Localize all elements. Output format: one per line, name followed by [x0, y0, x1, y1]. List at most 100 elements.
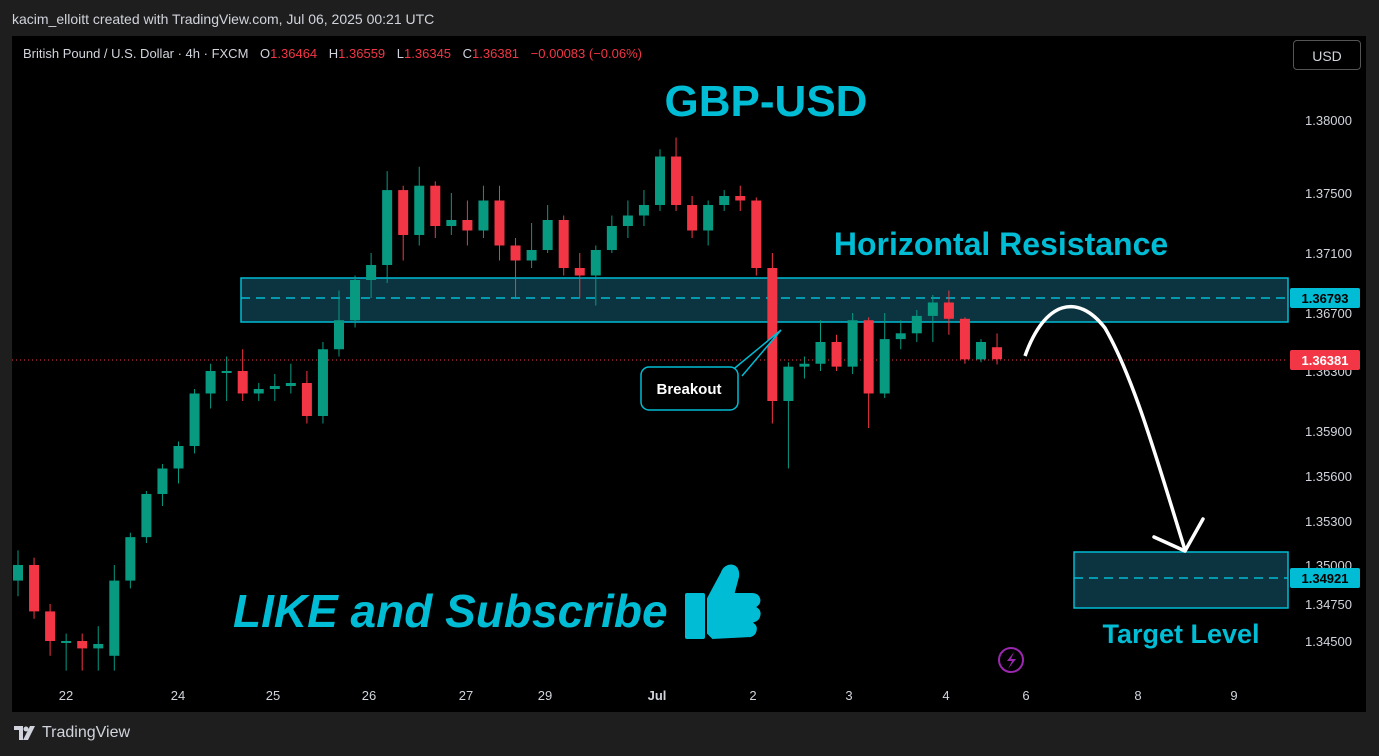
candle-body	[638, 205, 649, 216]
candle-body	[767, 268, 778, 401]
target-zone[interactable]	[1073, 551, 1289, 609]
currency-button[interactable]: USD	[1293, 40, 1361, 70]
candle-body	[398, 190, 409, 235]
candle-body	[478, 200, 489, 231]
candle-body	[29, 565, 40, 612]
candle-body	[93, 643, 104, 649]
candle	[815, 320, 826, 371]
candle	[430, 181, 441, 238]
candle	[558, 215, 569, 276]
candle	[510, 238, 521, 298]
candle-body	[831, 342, 842, 367]
candle-body	[687, 205, 698, 231]
candle	[622, 200, 633, 238]
candle-body	[109, 580, 120, 656]
price-tick-label: 1.35600	[1305, 469, 1352, 484]
candle	[446, 193, 457, 235]
candle	[574, 253, 585, 298]
candle-body	[895, 333, 906, 340]
lightning-badge[interactable]	[998, 647, 1024, 673]
author-credit: kacim_elloitt created with TradingView.c…	[12, 11, 435, 27]
resistance-label: Horizontal Resistance	[834, 226, 1168, 262]
candle-body	[911, 315, 922, 334]
candle	[478, 185, 489, 238]
candle-body	[269, 386, 280, 389]
candle	[526, 223, 537, 268]
candle-body	[350, 280, 361, 321]
candle	[911, 310, 922, 342]
time-tick-label: 29	[538, 688, 552, 703]
resistance-zone[interactable]	[240, 277, 1289, 323]
cta-text: LIKE and Subscribe	[233, 585, 668, 637]
candle-body	[237, 371, 248, 394]
candle-body	[61, 641, 72, 643]
candle	[141, 491, 152, 543]
candle-body	[366, 265, 377, 280]
candle-body	[959, 318, 970, 360]
candle	[542, 205, 553, 253]
candle	[61, 633, 72, 671]
price-tick-label: 1.37100	[1305, 246, 1352, 261]
time-tick-label: 25	[266, 688, 280, 703]
time-tick-label: 9	[1230, 688, 1237, 703]
candle	[13, 550, 23, 597]
legend-close-label: C	[463, 46, 472, 61]
legend-low-value: 1.36345	[404, 46, 451, 61]
candle	[462, 200, 473, 246]
candle-body	[414, 185, 425, 235]
candle	[93, 626, 104, 671]
candle-body	[863, 320, 874, 394]
candle-body	[77, 641, 88, 649]
candle	[77, 633, 88, 671]
candle	[157, 464, 168, 506]
candle	[735, 185, 746, 211]
candle-body	[655, 156, 665, 205]
candle-body	[462, 220, 473, 231]
candle	[366, 253, 377, 298]
candle-body	[622, 215, 633, 226]
resistance-price-tag	[1290, 288, 1360, 308]
last-price-label: 1.36381	[1302, 353, 1349, 368]
candle	[398, 185, 409, 261]
candle-body	[590, 250, 601, 276]
top-bar: kacim_elloitt created with TradingView.c…	[0, 0, 1379, 36]
time-axis[interactable]: 22 24 25 26 27 29 Jul 2 3 4 6 8 9	[59, 688, 1238, 703]
candle	[863, 317, 874, 428]
brand-name: TradingView	[42, 724, 131, 741]
candle-body	[606, 226, 617, 250]
target-label: Target Level	[1102, 619, 1259, 649]
candle-body	[253, 389, 264, 394]
candle-body	[173, 446, 184, 469]
time-tick-label: 26	[362, 688, 376, 703]
candle	[334, 290, 344, 357]
candle	[879, 313, 890, 398]
candle-body	[927, 302, 938, 316]
last-price-tag	[1290, 350, 1360, 370]
candle	[799, 356, 810, 379]
candle-body	[879, 339, 890, 394]
breakout-label: Breakout	[656, 381, 721, 398]
candle-body	[494, 200, 505, 246]
candle-body	[301, 383, 312, 416]
candle-body	[992, 347, 1003, 360]
candle	[494, 185, 505, 261]
legend-symbol: British Pound / U.S. Dollar · 4h · FXCM	[23, 46, 248, 61]
candle-body	[751, 200, 762, 268]
candle	[173, 441, 184, 484]
candle	[285, 363, 296, 394]
candle	[927, 295, 938, 342]
candle	[751, 197, 762, 276]
candle	[125, 532, 136, 589]
candle	[719, 190, 730, 211]
candle-body	[446, 220, 457, 226]
candle-body	[157, 468, 168, 494]
breakout-callout-pointer	[729, 329, 782, 377]
chart-title: GBP-USD	[665, 77, 868, 126]
candle-body	[735, 196, 746, 201]
candle-body	[13, 565, 23, 581]
candle	[703, 200, 714, 246]
brand-logo: TradingView	[14, 724, 130, 742]
candle-body	[510, 245, 521, 261]
price-tick-label: 1.38000	[1305, 113, 1352, 128]
